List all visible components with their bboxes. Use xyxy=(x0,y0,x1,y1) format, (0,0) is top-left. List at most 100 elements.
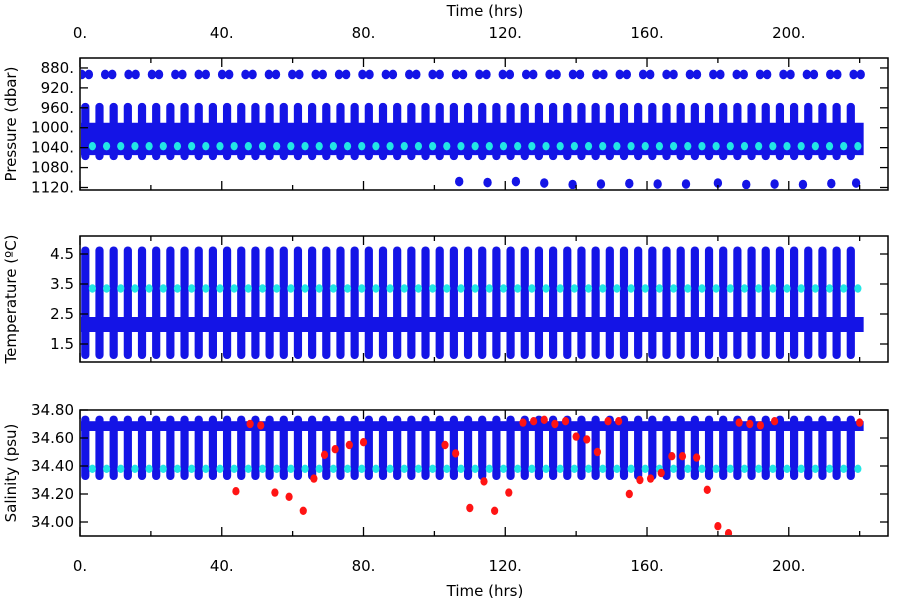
flagged-point xyxy=(770,417,779,426)
data-point xyxy=(584,284,593,293)
profile-column xyxy=(775,246,785,359)
data-point xyxy=(428,69,437,80)
profile-column xyxy=(634,246,643,359)
y-tick-label: 34.80 xyxy=(31,401,74,419)
flagged-point xyxy=(593,447,602,457)
data-point xyxy=(833,69,842,80)
data-point xyxy=(613,284,621,293)
data-point xyxy=(301,464,309,473)
data-point xyxy=(178,69,187,80)
data-point xyxy=(599,69,608,80)
flagged-point xyxy=(491,506,499,515)
profile-column xyxy=(123,415,132,480)
data-point xyxy=(615,69,624,80)
y-tick-label: 34.60 xyxy=(31,429,74,447)
data-point xyxy=(315,464,323,473)
data-point xyxy=(511,176,521,187)
data-point xyxy=(386,284,394,293)
data-point xyxy=(514,284,522,293)
panel-data-layer xyxy=(81,415,864,535)
profile-column xyxy=(265,246,274,359)
data-point xyxy=(405,69,414,80)
profile-column xyxy=(222,415,232,480)
data-point xyxy=(798,179,808,189)
data-point xyxy=(216,284,224,293)
profile-column xyxy=(492,415,501,480)
data-point xyxy=(171,69,180,80)
data-point xyxy=(769,464,777,473)
data-point xyxy=(117,284,125,293)
profile-column xyxy=(378,246,388,359)
data-point xyxy=(854,141,862,151)
profile-column xyxy=(818,415,827,480)
profile-column xyxy=(208,415,217,480)
data-point xyxy=(358,284,366,293)
data-point xyxy=(849,69,858,80)
data-point xyxy=(230,141,238,151)
profile-column xyxy=(208,246,217,359)
data-point xyxy=(584,141,593,151)
data-point xyxy=(592,69,601,80)
data-point xyxy=(451,69,461,80)
profile-column xyxy=(194,246,203,359)
data-point xyxy=(514,464,522,473)
profile-column xyxy=(378,415,388,480)
data-point xyxy=(568,179,577,189)
profile-column xyxy=(421,415,430,480)
profile-column xyxy=(818,246,827,359)
data-point xyxy=(381,69,391,80)
profile-column xyxy=(279,246,288,359)
data-point xyxy=(147,69,157,80)
data-point xyxy=(641,141,649,151)
profile-column xyxy=(634,415,643,480)
data-point xyxy=(173,464,182,473)
data-point xyxy=(471,141,479,151)
data-point xyxy=(684,464,692,473)
data-point xyxy=(443,284,451,293)
data-point xyxy=(802,69,812,80)
data-point xyxy=(726,141,734,151)
data-point xyxy=(365,69,374,80)
profile-column xyxy=(662,415,671,480)
data-point xyxy=(762,69,772,80)
data-point xyxy=(499,141,508,151)
profile-column xyxy=(293,246,303,359)
data-point xyxy=(770,179,779,189)
data-point xyxy=(217,69,227,80)
data-point xyxy=(825,141,834,151)
data-point xyxy=(840,141,848,151)
profile-column xyxy=(166,415,175,480)
data-point xyxy=(301,141,309,151)
profile-column xyxy=(662,246,671,359)
profile-column xyxy=(761,415,770,480)
data-point xyxy=(412,69,421,80)
data-point xyxy=(102,284,111,293)
data-band xyxy=(81,122,864,156)
flagged-point xyxy=(519,418,527,427)
data-point xyxy=(529,69,538,80)
flagged-point xyxy=(530,417,538,426)
flagged-point xyxy=(604,417,612,426)
data-point xyxy=(811,284,819,293)
flagged-point xyxy=(452,449,460,458)
data-point xyxy=(570,284,578,293)
data-point xyxy=(329,464,337,473)
data-point xyxy=(684,141,692,151)
data-point xyxy=(457,464,465,473)
data-point xyxy=(287,464,295,473)
data-point xyxy=(596,179,606,189)
data-point xyxy=(429,464,437,473)
profile-column xyxy=(251,415,260,480)
data-point xyxy=(131,284,139,293)
profile-column xyxy=(109,415,118,480)
data-point xyxy=(692,69,702,80)
data-point xyxy=(475,69,484,80)
data-point xyxy=(827,178,836,189)
data-point xyxy=(100,69,110,80)
profile-column xyxy=(733,415,742,480)
data-point xyxy=(343,141,352,151)
flagged-point xyxy=(480,477,488,486)
flagged-point xyxy=(285,492,293,501)
profile-column xyxy=(194,415,203,480)
data-point xyxy=(230,284,238,293)
